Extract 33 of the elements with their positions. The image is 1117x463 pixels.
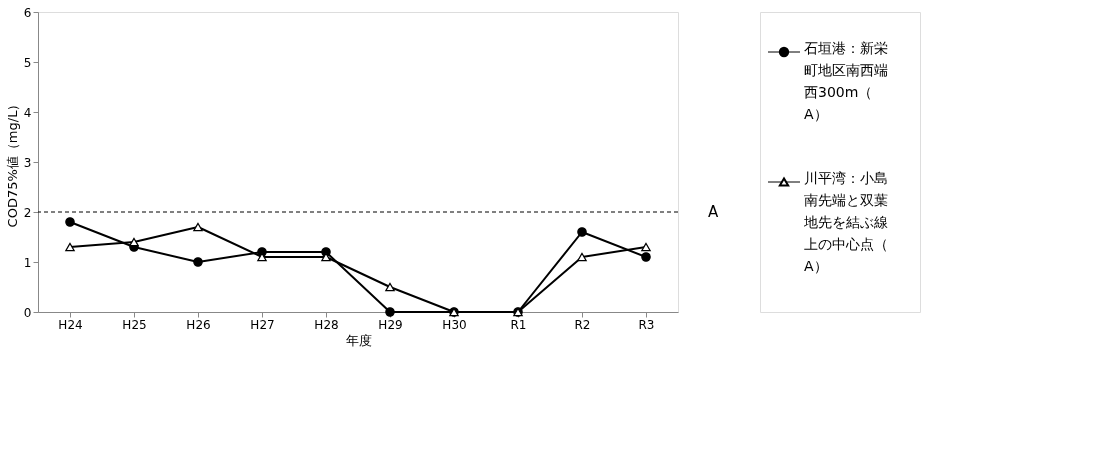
y-tick-label: 4: [23, 105, 32, 120]
point: [385, 282, 395, 292]
point: [577, 252, 587, 262]
point: [129, 237, 139, 247]
point: [641, 252, 651, 262]
y-tick-label: 2: [23, 205, 32, 220]
point: [641, 242, 651, 252]
y-axis-title: COD75%値（mg/L）: [4, 97, 20, 228]
ref-line-label: A: [708, 203, 719, 221]
x-axis-title: 年度: [345, 332, 372, 348]
x-tick-label: R2: [574, 317, 591, 332]
x-tick-label: R1: [510, 317, 527, 332]
y-tick-label: 3: [23, 155, 32, 170]
legend-label: 川平湾：小島南先端と双葉地先を結ぶ線上の中心点（A）: [803, 170, 888, 274]
y-tick-label: 6: [23, 5, 32, 20]
point: [385, 307, 395, 317]
x-tick-label: H28: [314, 317, 339, 332]
point: [193, 222, 203, 232]
legend-label: 石垣港：新栄町地区南西端西300m（A）: [804, 40, 888, 122]
x-tick-label: H26: [186, 317, 211, 332]
point: [65, 242, 75, 252]
x-tick-label: H30: [442, 317, 467, 332]
point: [65, 217, 75, 227]
y-tick-label: 5: [23, 55, 32, 70]
x-tick-label: H27: [250, 317, 275, 332]
x-tick-label: R3: [638, 317, 655, 332]
y-tick-label: 1: [23, 255, 32, 270]
x-tick-label: H25: [122, 317, 147, 332]
y-tick-label: 0: [23, 305, 32, 320]
x-tick-label: H24: [58, 317, 83, 332]
x-tick-label: H29: [378, 317, 403, 332]
point: [577, 227, 587, 237]
point: [193, 257, 203, 267]
